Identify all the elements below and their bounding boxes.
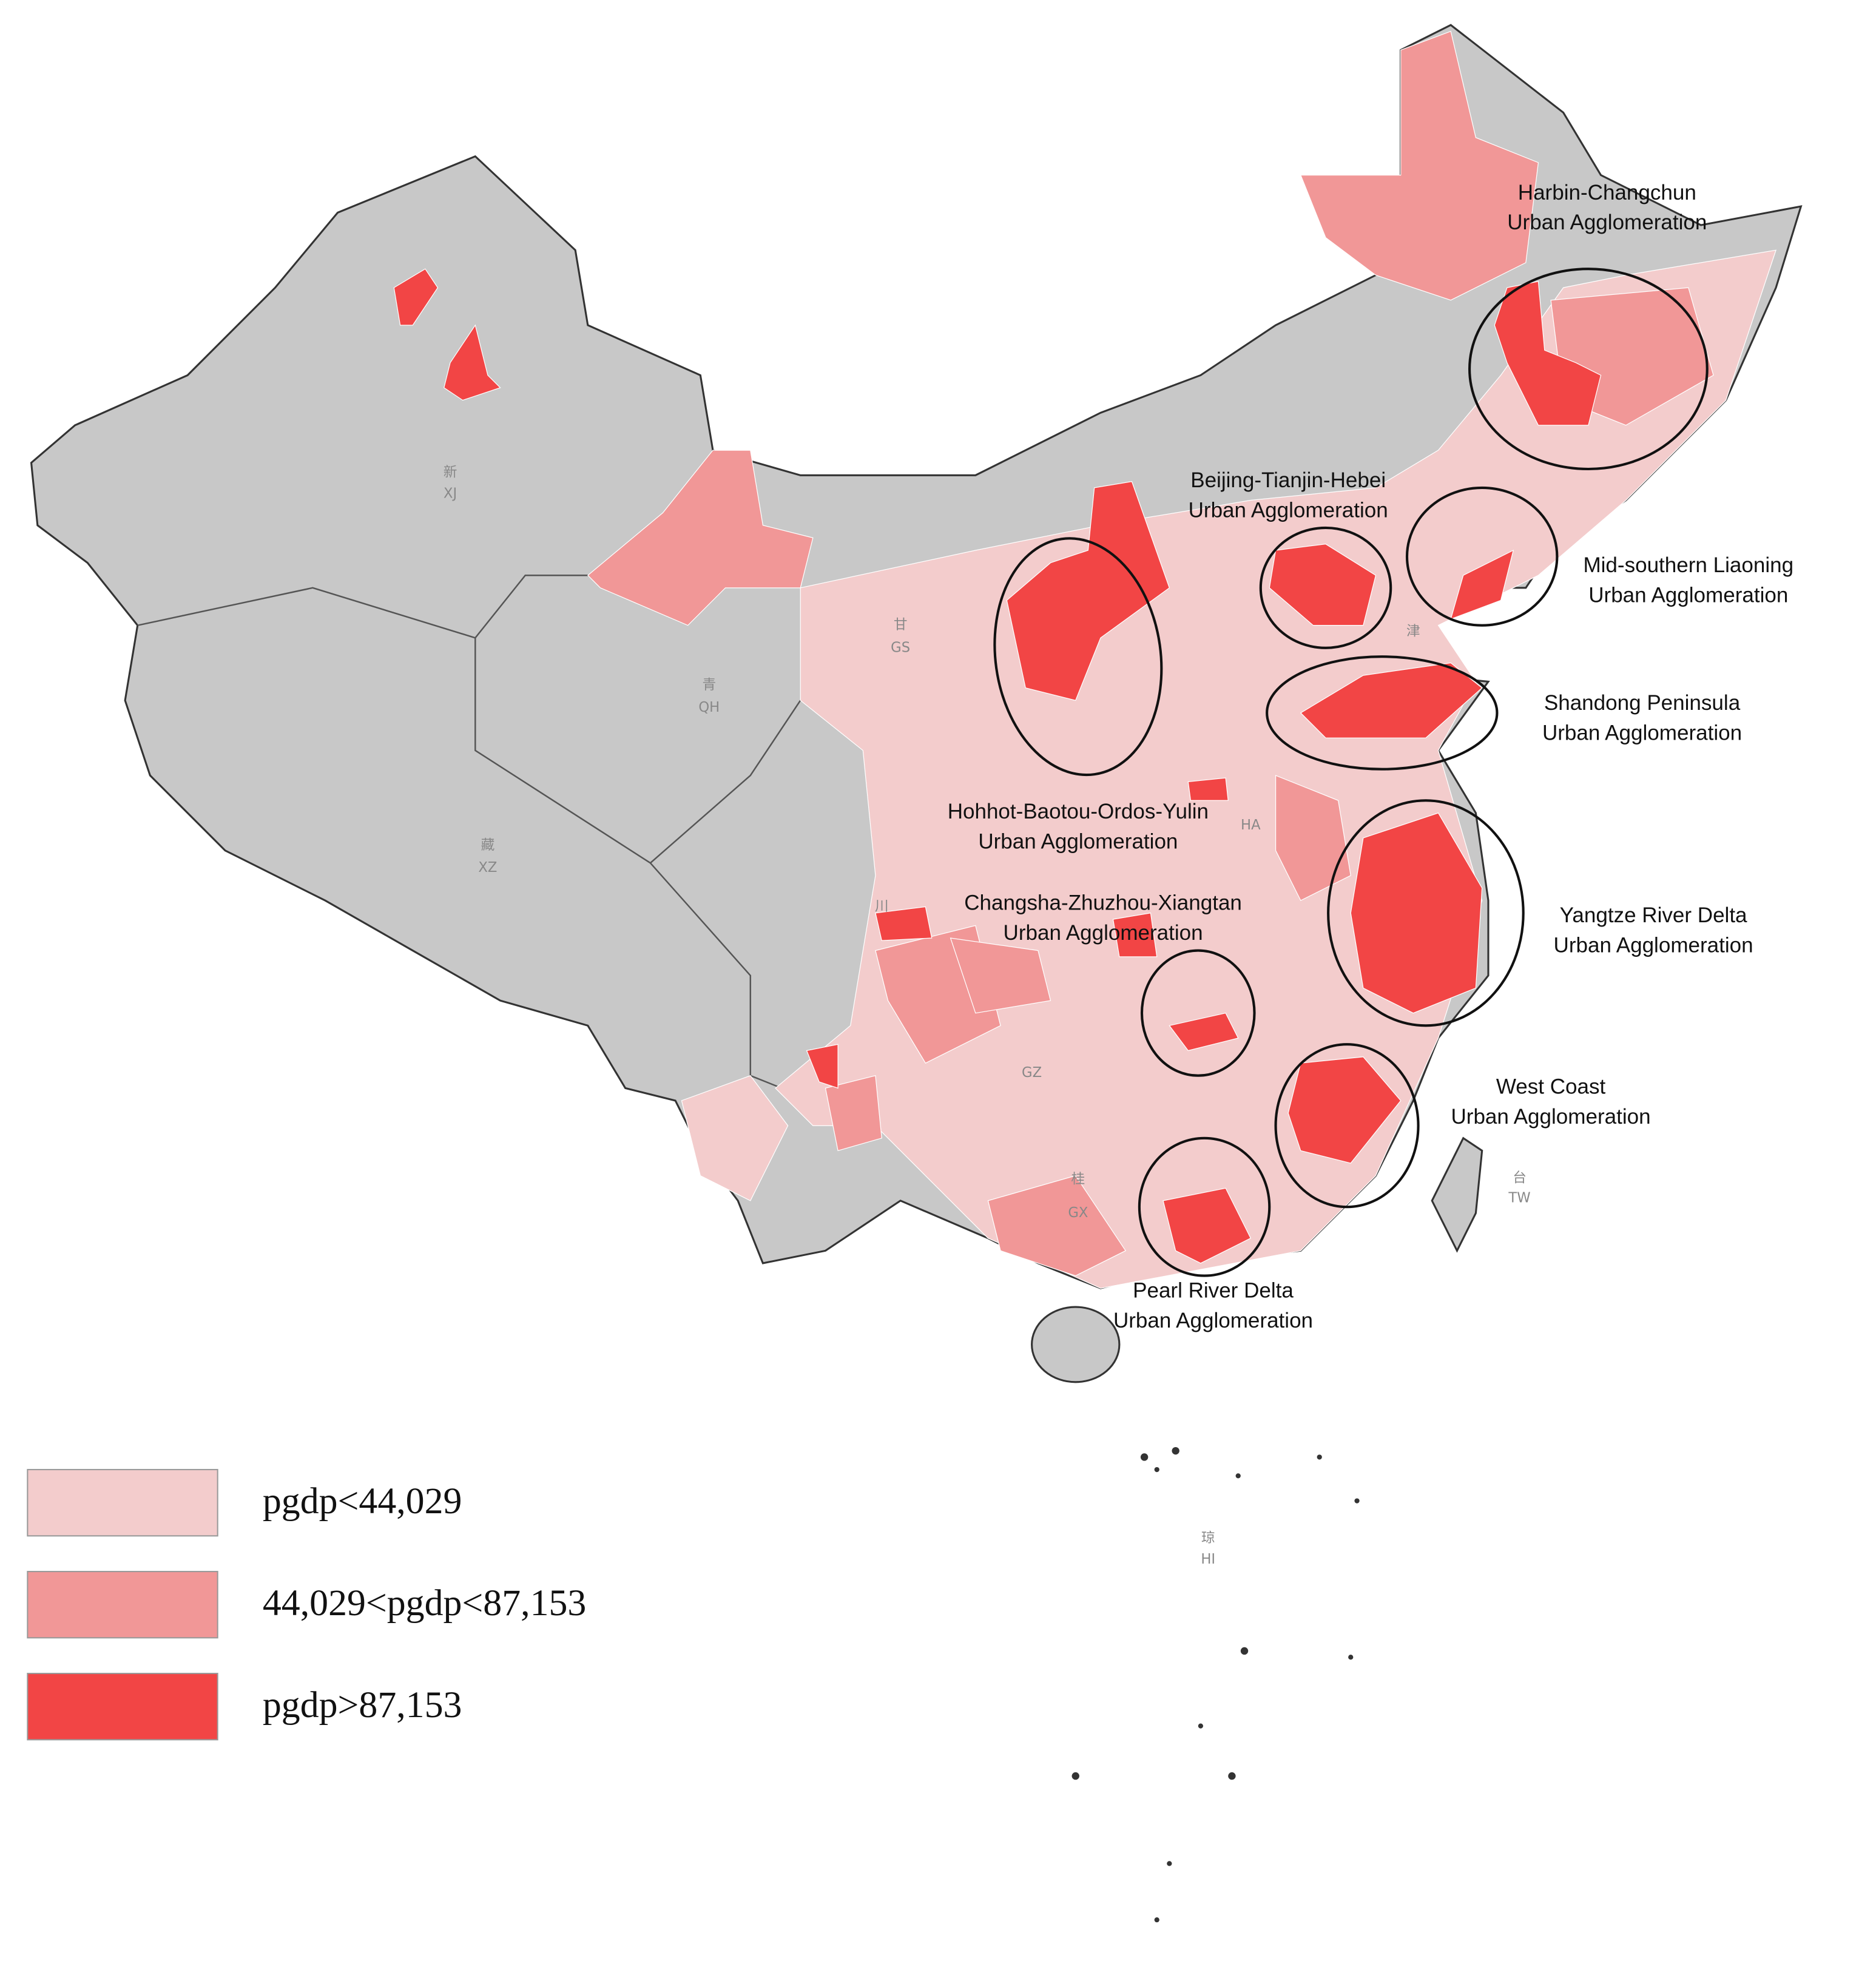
agglomeration-label: Urban Agglomeration — [978, 830, 1178, 854]
agglomeration-outline — [1266, 655, 1499, 771]
region — [1006, 481, 1170, 701]
legend-label: pgdp<44,029 — [263, 1480, 462, 1522]
region — [587, 450, 814, 626]
province-label: GX — [1068, 1205, 1088, 1221]
island — [1317, 1454, 1322, 1460]
island — [1348, 1655, 1354, 1660]
region — [875, 906, 933, 941]
island — [1235, 1473, 1241, 1479]
agglomeration-label: Urban Agglomeration — [1451, 1105, 1650, 1129]
legend-label: 44,029<pgdp<87,153 — [263, 1582, 586, 1624]
province-label: 新 — [444, 465, 457, 481]
island — [1154, 1917, 1159, 1923]
agglomeration-label: Mid-southern Liaoning — [1583, 553, 1793, 577]
region — [1269, 544, 1377, 626]
agglomeration-label: Yangtze River Delta — [1560, 903, 1747, 927]
region — [393, 268, 439, 326]
province-label: GS — [891, 640, 910, 655]
regions — [393, 30, 1777, 1289]
province-label: 甘 — [894, 617, 908, 633]
agglomeration-label: Urban Agglomeration — [1554, 934, 1753, 957]
island — [1228, 1772, 1236, 1780]
island — [1240, 1647, 1249, 1655]
agglomeration-label: Urban Agglomeration — [1189, 498, 1388, 522]
legend-swatch — [27, 1469, 218, 1537]
agglomeration-outline — [1274, 1043, 1420, 1209]
island — [1154, 1467, 1159, 1473]
agglomeration-outline — [993, 537, 1163, 777]
region — [1350, 812, 1483, 1014]
agglomeration-label: Urban Agglomeration — [1542, 721, 1742, 744]
agglomeration-label: Pearl River Delta — [1133, 1279, 1294, 1303]
agglomeration-label: Shandong Peninsula — [1544, 691, 1741, 715]
region — [1187, 777, 1229, 801]
agglomeration-label: Changsha-Zhuzhou-Xiangtan — [964, 891, 1242, 915]
agglomeration-label: Harbin-Changchun — [1518, 181, 1696, 204]
island — [1172, 1446, 1179, 1455]
province-label: 台 — [1513, 1170, 1527, 1186]
province-label: 青 — [702, 677, 716, 693]
region — [987, 1175, 1127, 1277]
region — [950, 937, 1051, 1014]
region — [775, 249, 1777, 1289]
agglomeration-outline — [1140, 949, 1256, 1077]
province-label: TW — [1508, 1190, 1530, 1206]
agglomeration-outline — [1405, 486, 1559, 627]
region — [806, 1044, 838, 1089]
island — [1167, 1861, 1172, 1866]
agglomeration-label: Urban Agglomeration — [1588, 584, 1788, 607]
province-label: XJ — [444, 486, 457, 502]
province-label: 桂 — [1071, 1171, 1085, 1187]
taiwan — [1431, 1136, 1483, 1253]
region — [1287, 1056, 1402, 1164]
region — [1450, 549, 1514, 620]
agglomeration-label: Beijing-Tianjin-Hebei — [1190, 468, 1386, 492]
hainan — [1031, 1306, 1121, 1383]
province-label: HI — [1201, 1551, 1215, 1567]
agglomeration-label: Hohhot-Baotou-Ordos-Yulin — [948, 800, 1209, 823]
region — [1300, 30, 1539, 301]
province-label: GZ — [1022, 1065, 1042, 1081]
region — [1169, 1012, 1239, 1051]
province-label: 琼 — [1201, 1530, 1215, 1546]
province-label: 藏 — [481, 837, 495, 853]
province-label: 津 — [1406, 623, 1420, 639]
agglomeration-outline — [1468, 268, 1709, 471]
islands — [1071, 1446, 1360, 1923]
legend-swatch — [27, 1571, 218, 1639]
region — [1112, 913, 1158, 957]
legend-swatch — [27, 1673, 218, 1741]
island — [1071, 1772, 1079, 1780]
region — [825, 1075, 882, 1152]
agglomeration-label: Urban Agglomeration — [1113, 1309, 1313, 1332]
province-label: XZ — [478, 860, 497, 876]
island — [1198, 1723, 1204, 1729]
region — [1494, 281, 1602, 426]
island — [1140, 1453, 1149, 1461]
legend-label: pgdp>87,153 — [263, 1684, 462, 1726]
agglomeration-label: Urban Agglomeration — [1507, 211, 1707, 234]
region — [1300, 662, 1483, 738]
province-label: QH — [698, 700, 720, 715]
agglomeration-outline — [1138, 1136, 1271, 1277]
province-label: HA — [1241, 817, 1261, 833]
agglomeration-label: West Coast — [1496, 1075, 1606, 1099]
labels: 新 XJ 青 QH 藏 XZ 甘 GS 川桂 GX GZ HA 津台 TW 琼 HI Harbin-Changc… — [27, 181, 1793, 1741]
region — [1162, 1187, 1252, 1264]
province-label: 川 — [875, 899, 889, 914]
region — [1275, 775, 1351, 901]
agglomeration-label: Urban Agglomeration — [1004, 921, 1203, 945]
region — [444, 324, 501, 401]
agglomeration-outline — [1327, 799, 1525, 1027]
agglomeration-outline — [1259, 526, 1392, 649]
region — [681, 1075, 789, 1201]
island — [1354, 1498, 1360, 1504]
